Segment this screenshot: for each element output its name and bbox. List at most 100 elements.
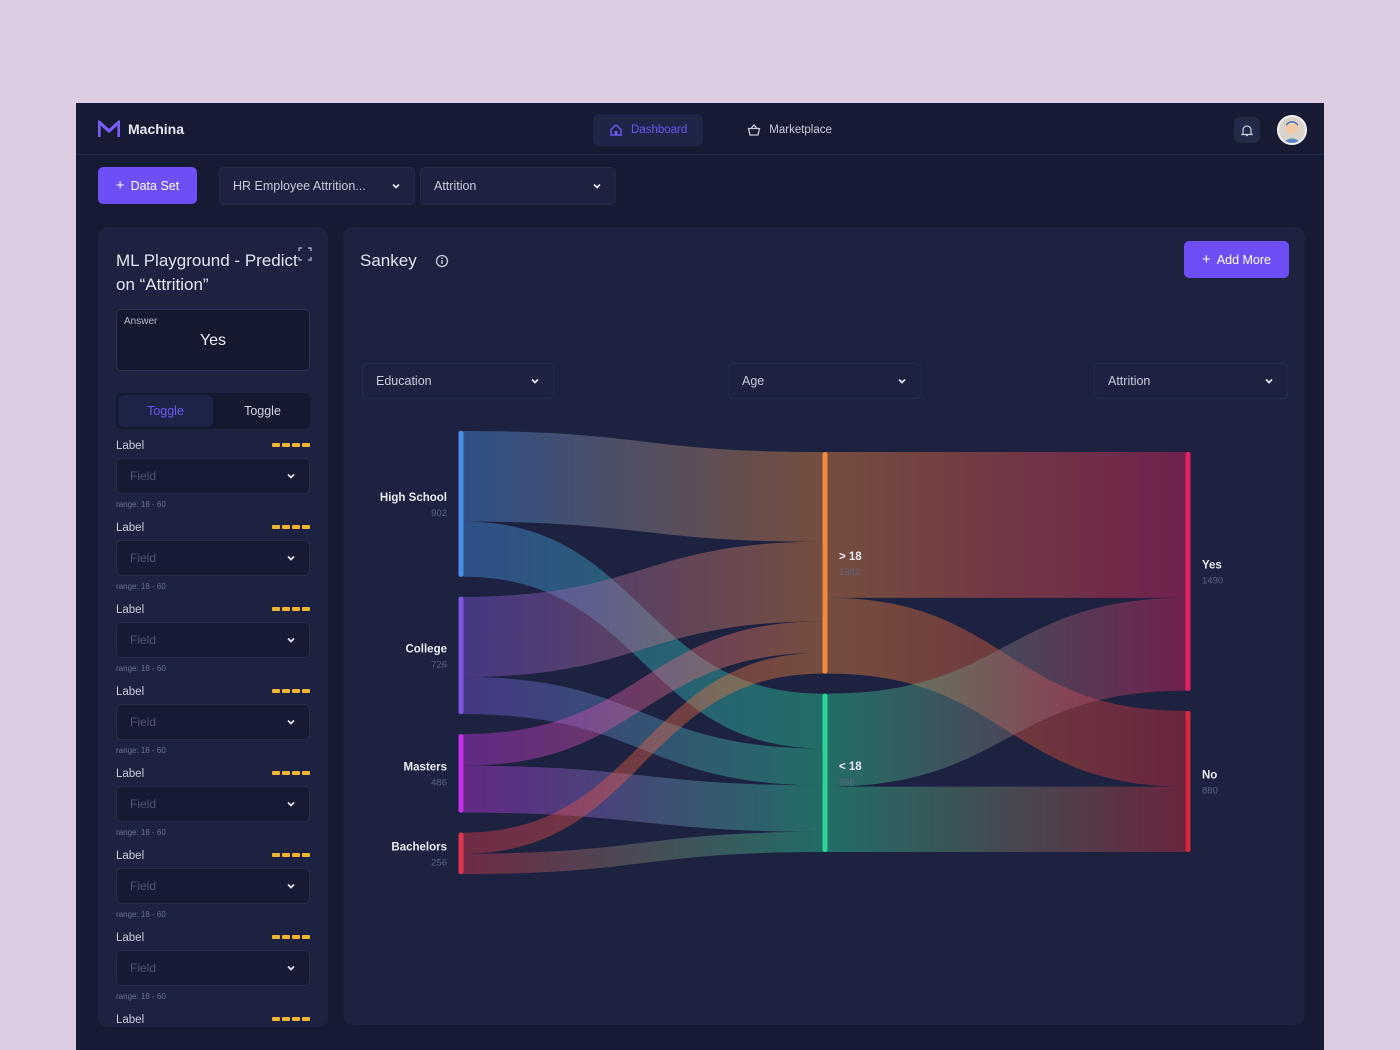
- importance-dots: [272, 935, 310, 939]
- field-label: Label: [116, 1014, 145, 1026]
- field-range: range: 18 - 60: [116, 992, 166, 1001]
- sankey-node-value: 988: [839, 777, 855, 788]
- field-select[interactable]: Field: [116, 950, 310, 986]
- field-label: Label: [116, 768, 145, 780]
- attrition-select[interactable]: Attrition: [1094, 363, 1288, 399]
- chevron-down-icon: [898, 378, 906, 384]
- chevron-down-icon: [593, 183, 601, 189]
- chevron-down-icon: [287, 801, 295, 807]
- sankey-node-bar[interactable]: [458, 431, 464, 577]
- sankey-node-label: < 18: [839, 761, 862, 773]
- panel-title: Sankey: [360, 251, 417, 270]
- basket-icon: [747, 124, 761, 136]
- field-select[interactable]: Field: [116, 458, 310, 494]
- sankey-chart: High School 902 College 726 Masters 486 Bachel…: [380, 431, 1223, 874]
- sankey-link[interactable]: [463, 765, 823, 832]
- education-select[interactable]: Education: [362, 363, 554, 399]
- add-dataset-button[interactable]: + Data Set: [98, 167, 197, 204]
- machina-logo-icon: [98, 120, 120, 137]
- chevron-down-icon: [531, 378, 539, 384]
- nav-item-marketplace[interactable]: Marketplace: [731, 114, 848, 146]
- sankey-link[interactable]: [463, 652, 823, 854]
- age-select[interactable]: Age: [728, 363, 921, 399]
- sankey-node-bar[interactable]: [458, 734, 464, 813]
- field-range: range: 18 - 60: [116, 910, 166, 919]
- sankey-node-bar[interactable]: [458, 832, 464, 874]
- notifications-button[interactable]: [1234, 117, 1260, 143]
- sankey-link[interactable]: [463, 676, 823, 786]
- toggle-option-2[interactable]: Toggle: [244, 404, 281, 418]
- toggle-option-1[interactable]: Toggle: [118, 395, 213, 427]
- sankey-link[interactable]: [827, 597, 1186, 787]
- answer-label: Answer: [124, 316, 158, 327]
- importance-dots: [272, 525, 310, 529]
- sankey-node-bar[interactable]: [458, 596, 464, 715]
- importance-dots: [272, 689, 310, 693]
- field-label: Label: [116, 686, 145, 698]
- sankey-link[interactable]: [827, 786, 1186, 852]
- field-placeholder: Field: [130, 469, 157, 483]
- plus-icon: +: [115, 177, 125, 194]
- target-select[interactable]: Attrition: [420, 167, 616, 205]
- field-placeholder: Field: [130, 961, 157, 975]
- importance-dots: [272, 443, 310, 447]
- answer-box: Answer Yes: [116, 309, 310, 371]
- chevron-down-icon: [287, 883, 295, 889]
- bell-icon: [1241, 124, 1253, 136]
- sankey-link[interactable]: [463, 621, 823, 766]
- sankey-node-label: Bachelors: [391, 841, 447, 853]
- field-row: Label Field range: 18 - 60: [116, 604, 310, 686]
- field-select[interactable]: Field: [116, 868, 310, 904]
- sankey-node-bar[interactable]: [822, 693, 828, 852]
- main-nav: Dashboard Marketplace: [593, 114, 848, 146]
- home-icon: [610, 124, 622, 136]
- sankey-panel: Sankey + Add More Education Age Attritio…: [343, 227, 1305, 1025]
- sankey-link[interactable]: [463, 831, 823, 874]
- ml-playground-panel: ML Playground - Predict on “Attrition” A…: [98, 227, 328, 1027]
- avatar[interactable]: [1277, 115, 1307, 145]
- chevron-down-icon: [287, 555, 295, 561]
- add-more-button[interactable]: + Add More: [1184, 241, 1289, 278]
- nav-item-dashboard[interactable]: Dashboard: [593, 114, 704, 146]
- brand[interactable]: Machina: [98, 120, 184, 138]
- sankey-node-value: 880: [1202, 785, 1218, 796]
- sankey-node-bar[interactable]: [1185, 452, 1191, 691]
- expand-icon[interactable]: [298, 247, 312, 261]
- importance-dots: [272, 1017, 310, 1021]
- sankey-link[interactable]: [827, 452, 1186, 598]
- field-label: Label: [116, 932, 145, 944]
- importance-dots: [272, 771, 310, 775]
- field-select[interactable]: Field: [116, 540, 310, 576]
- info-icon[interactable]: [435, 254, 449, 268]
- field-placeholder: Field: [130, 551, 157, 565]
- field-placeholder: Field: [130, 797, 157, 811]
- sankey-node-bar[interactable]: [822, 452, 828, 674]
- field-range: range: 18 - 60: [116, 500, 166, 509]
- sankey-node-label: Masters: [404, 761, 447, 773]
- sankey-node-value: 1490: [1202, 575, 1223, 586]
- sankey-node-value: 902: [431, 508, 447, 519]
- sankey-link[interactable]: [463, 431, 823, 542]
- sankey-node-value: 486: [431, 777, 447, 788]
- field-select[interactable]: Field: [116, 622, 310, 658]
- field-select[interactable]: Field: [116, 786, 310, 822]
- field-range: range: 18 - 60: [116, 664, 166, 673]
- chevron-down-icon: [287, 965, 295, 971]
- sankey-node-label: > 18: [839, 551, 862, 563]
- sankey-node-value: 726: [431, 659, 447, 670]
- field-row: Label Field range: 18 - 60: [116, 932, 310, 1014]
- importance-dots: [272, 853, 310, 857]
- app-window: Machina Dashboard Marketplace: [76, 103, 1324, 1050]
- dataset-select[interactable]: HR Employee Attrition...: [219, 167, 415, 205]
- sankey-link[interactable]: [463, 541, 823, 677]
- sankey-node-bar[interactable]: [1185, 710, 1191, 852]
- field-placeholder: Field: [130, 633, 157, 647]
- chevron-down-icon: [1265, 378, 1273, 384]
- field-select[interactable]: Field: [116, 704, 310, 740]
- field-label: Label: [116, 604, 145, 616]
